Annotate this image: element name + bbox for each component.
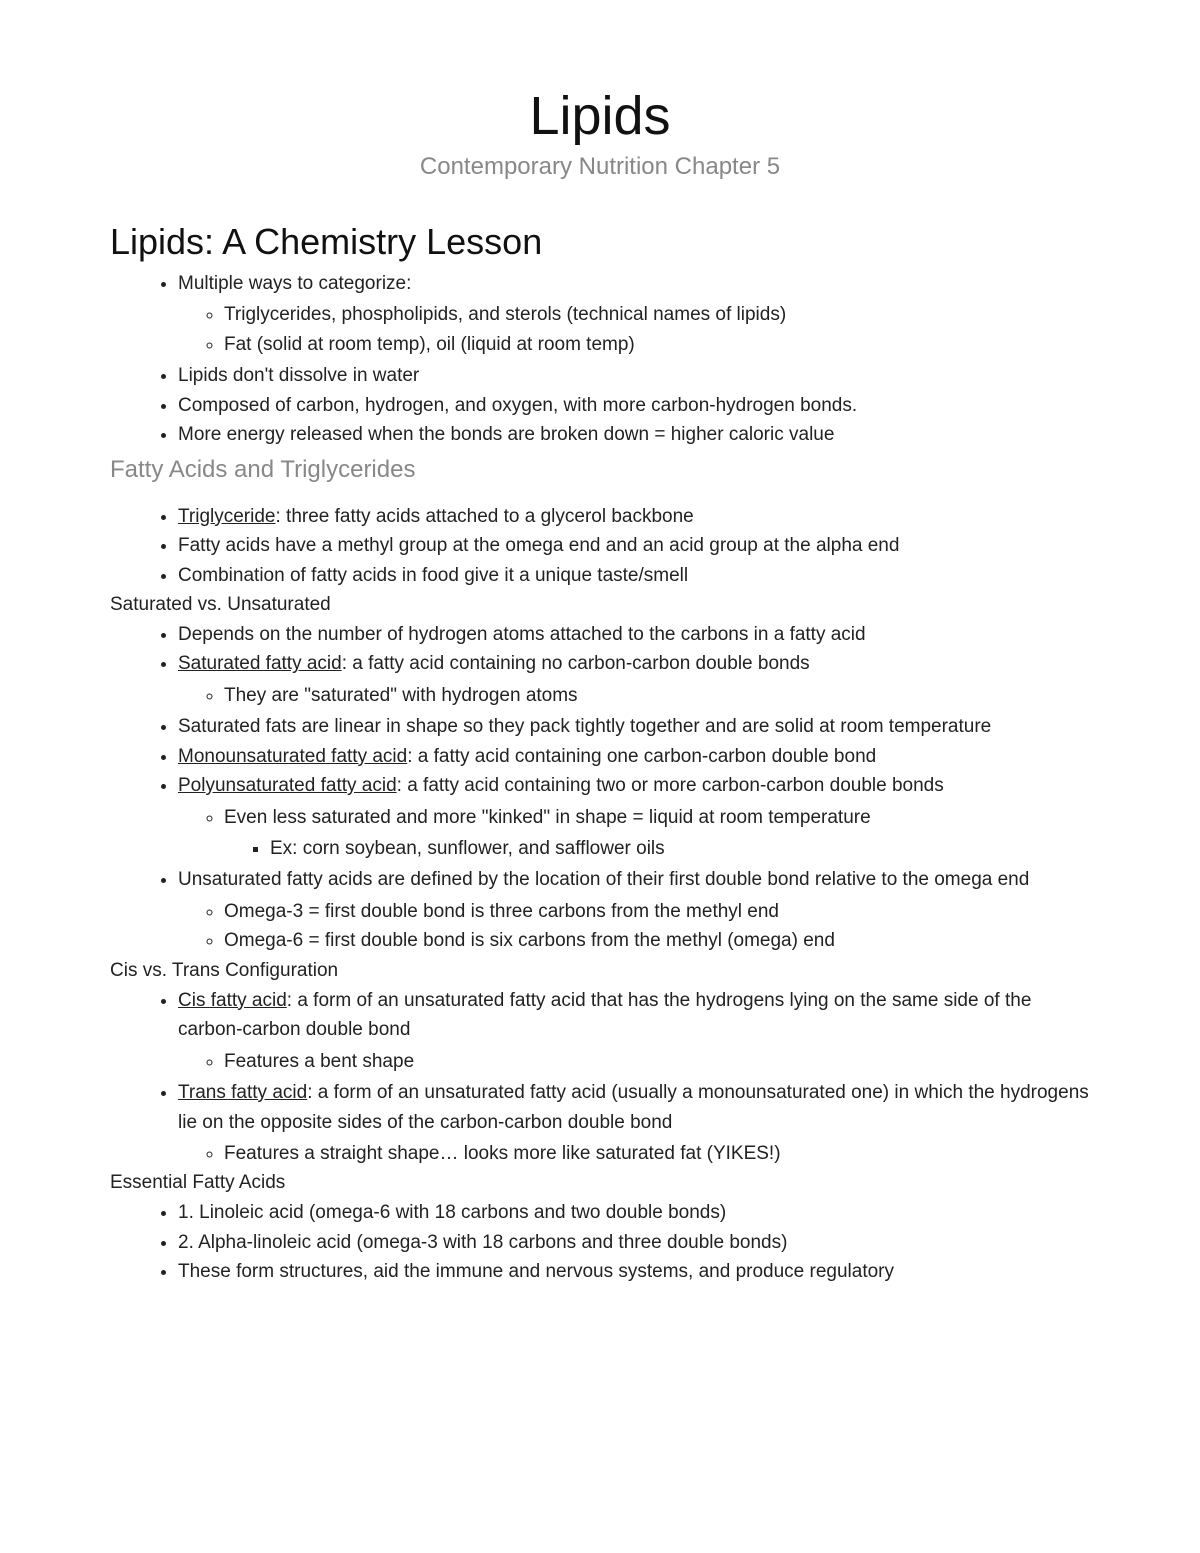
list-item: Saturated fats are linear in shape so th… bbox=[178, 712, 1090, 741]
list-item: These form structures, aid the immune an… bbox=[178, 1257, 1090, 1286]
text: Even less saturated and more "kinked" in… bbox=[224, 807, 871, 828]
fatty-acids-list: Triglyceride: three fatty acids attached… bbox=[110, 502, 1090, 590]
list-item: Unsaturated fatty acids are defined by t… bbox=[178, 865, 1090, 955]
list-item: 1. Linoleic acid (omega-6 with 18 carbon… bbox=[178, 1198, 1090, 1227]
text: : a fatty acid containing one carbon-car… bbox=[407, 746, 876, 767]
text: : a fatty acid containing no carbon-carb… bbox=[342, 653, 810, 674]
list-item: Cis fatty acid: a form of an unsaturated… bbox=[178, 986, 1090, 1076]
page-subtitle: Contemporary Nutrition Chapter 5 bbox=[110, 153, 1090, 181]
text: : a form of an unsaturated fatty acid (u… bbox=[178, 1082, 1089, 1132]
subsection-heading: Cis vs. Trans Configuration bbox=[110, 960, 1090, 982]
text: Multiple ways to categorize: bbox=[178, 273, 411, 294]
list-item: 2. Alpha-linoleic acid (omega-3 with 18 … bbox=[178, 1228, 1090, 1257]
list-item: They are "saturated" with hydrogen atoms bbox=[224, 681, 1090, 710]
sublist: Omega-3 = first double bond is three car… bbox=[178, 897, 1090, 956]
list-item: Composed of carbon, hydrogen, and oxygen… bbox=[178, 391, 1090, 420]
text: Unsaturated fatty acids are defined by t… bbox=[178, 869, 1029, 890]
list-item: Saturated fatty acid: a fatty acid conta… bbox=[178, 649, 1090, 710]
term: Saturated fatty acid bbox=[178, 653, 342, 674]
sublist: Ex: corn soybean, sunflower, and safflow… bbox=[224, 834, 1090, 863]
list-item: Multiple ways to categorize: Triglycerid… bbox=[178, 269, 1090, 359]
cis-trans-list: Cis fatty acid: a form of an unsaturated… bbox=[110, 986, 1090, 1169]
list-item: Omega-3 = first double bond is three car… bbox=[224, 897, 1090, 926]
list-item: Even less saturated and more "kinked" in… bbox=[224, 803, 1090, 864]
list-item: Lipids don't dissolve in water bbox=[178, 361, 1090, 390]
list-item: Monounsaturated fatty acid: a fatty acid… bbox=[178, 742, 1090, 771]
term: Monounsaturated fatty acid bbox=[178, 746, 407, 767]
list-item: Features a bent shape bbox=[224, 1047, 1090, 1076]
subsection-heading: Fatty Acids and Triglycerides bbox=[110, 456, 1090, 484]
text: : a fatty acid containing two or more ca… bbox=[397, 775, 944, 796]
saturated-list: Depends on the number of hydrogen atoms … bbox=[110, 620, 1090, 956]
list-item: Trans fatty acid: a form of an unsaturat… bbox=[178, 1078, 1090, 1168]
sublist: Features a bent shape bbox=[178, 1047, 1090, 1076]
sublist: They are "saturated" with hydrogen atoms bbox=[178, 681, 1090, 710]
list-item: Fatty acids have a methyl group at the o… bbox=[178, 531, 1090, 560]
subsection-heading: Essential Fatty Acids bbox=[110, 1172, 1090, 1194]
essential-list: 1. Linoleic acid (omega-6 with 18 carbon… bbox=[110, 1198, 1090, 1286]
text: : three fatty acids attached to a glycer… bbox=[276, 506, 694, 527]
list-item: Ex: corn soybean, sunflower, and safflow… bbox=[270, 834, 1090, 863]
document-page: Lipids Contemporary Nutrition Chapter 5 … bbox=[0, 0, 1200, 1553]
intro-list: Multiple ways to categorize: Triglycerid… bbox=[110, 269, 1090, 450]
term: Cis fatty acid bbox=[178, 990, 287, 1011]
list-item: Omega-6 = first double bond is six carbo… bbox=[224, 926, 1090, 955]
list-item: Triglycerides, phospholipids, and sterol… bbox=[224, 300, 1090, 329]
subsection-heading: Saturated vs. Unsaturated bbox=[110, 594, 1090, 616]
term: Triglyceride bbox=[178, 506, 276, 527]
list-item: Depends on the number of hydrogen atoms … bbox=[178, 620, 1090, 649]
list-item: More energy released when the bonds are … bbox=[178, 420, 1090, 449]
term: Trans fatty acid bbox=[178, 1082, 307, 1103]
sublist: Even less saturated and more "kinked" in… bbox=[178, 803, 1090, 864]
sublist: Features a straight shape… looks more li… bbox=[178, 1139, 1090, 1168]
list-item: Fat (solid at room temp), oil (liquid at… bbox=[224, 330, 1090, 359]
term: Polyunsaturated fatty acid bbox=[178, 775, 397, 796]
page-title: Lipids bbox=[110, 85, 1090, 147]
list-item: Features a straight shape… looks more li… bbox=[224, 1139, 1090, 1168]
text: : a form of an unsaturated fatty acid th… bbox=[178, 990, 1031, 1040]
section-heading: Lipids: A Chemistry Lesson bbox=[110, 221, 1090, 263]
list-item: Combination of fatty acids in food give … bbox=[178, 561, 1090, 590]
sublist: Triglycerides, phospholipids, and sterol… bbox=[178, 300, 1090, 359]
list-item: Polyunsaturated fatty acid: a fatty acid… bbox=[178, 771, 1090, 863]
list-item: Triglyceride: three fatty acids attached… bbox=[178, 502, 1090, 531]
